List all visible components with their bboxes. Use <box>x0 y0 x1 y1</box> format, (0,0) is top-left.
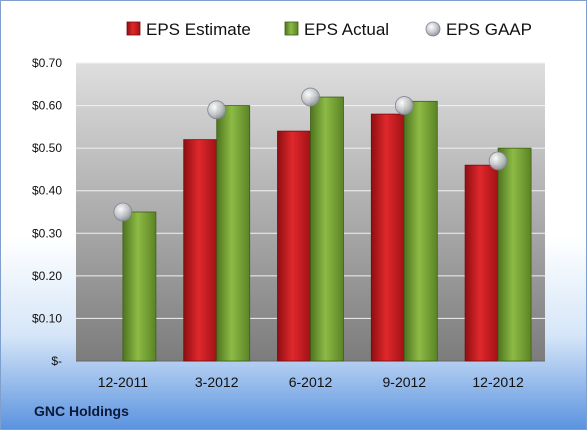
x-tick-label: 3-2012 <box>195 374 239 390</box>
legend-label: EPS Estimate <box>146 20 251 39</box>
x-tick-label: 9-2012 <box>383 374 427 390</box>
x-tick-label: 12-2012 <box>472 374 524 390</box>
bar-eps-estimate <box>464 164 499 362</box>
y-tick-label: $0.40 <box>32 184 62 198</box>
point-eps-gaap <box>301 87 320 107</box>
legend-swatch <box>284 21 299 36</box>
x-tick-label: 12-2011 <box>98 374 149 390</box>
legend-label: EPS Actual <box>304 20 389 39</box>
bar-eps-actual <box>216 105 251 362</box>
y-tick-label: $0.20 <box>32 269 62 283</box>
legend-swatch <box>425 21 441 37</box>
bar-eps-actual <box>310 96 344 362</box>
company-name: GNC Holdings <box>34 403 129 419</box>
point-eps-gaap <box>488 151 508 171</box>
y-tick-label: $0.50 <box>32 141 62 155</box>
y-tick-label: $0.10 <box>32 311 62 325</box>
legend-label: EPS GAAP <box>446 20 532 39</box>
point-eps-gaap <box>207 100 227 120</box>
bar-eps-actual <box>497 147 532 362</box>
y-tick-label: $0.60 <box>32 99 62 113</box>
y-tick-label: $0.70 <box>32 56 62 70</box>
bar-eps-estimate <box>183 139 218 362</box>
bar-eps-actual <box>403 100 438 362</box>
x-tick-label: 6-2012 <box>289 374 333 390</box>
legend-swatch <box>126 21 141 36</box>
y-tick-label: $- <box>51 354 62 368</box>
bar-eps-estimate <box>277 130 311 362</box>
bar-eps-actual <box>122 211 157 362</box>
y-tick-label: $0.30 <box>32 226 62 240</box>
bar-eps-estimate <box>370 113 405 362</box>
point-eps-gaap <box>394 96 414 115</box>
point-eps-gaap <box>113 202 133 222</box>
